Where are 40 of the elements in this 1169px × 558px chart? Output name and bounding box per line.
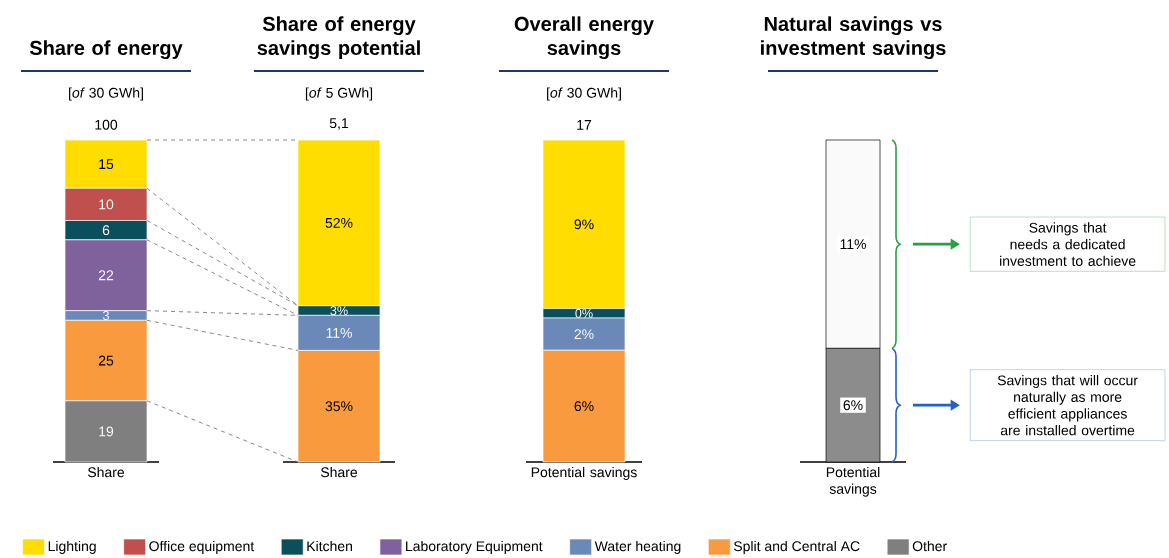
chart-title: Share of energy savings potential xyxy=(257,16,420,60)
data-label: 11% xyxy=(840,239,866,250)
total-label: 100 xyxy=(95,119,118,130)
text: Savings that will occur naturally as more efficient appliances are installed overtime xyxy=(997,375,1138,436)
data-label: 6% xyxy=(843,400,863,411)
legend-label: Split and Central AC xyxy=(733,540,860,554)
data-label: 35% xyxy=(325,401,353,412)
data-label: 22 xyxy=(98,270,114,281)
legend-label: Kitchen xyxy=(307,540,353,552)
legend-label: Lighting xyxy=(48,540,96,554)
annotation: 5,1 xyxy=(329,118,349,130)
chart-title: Share of energy xyxy=(29,40,183,60)
total-label: 17 xyxy=(577,120,592,130)
x-tick-label: Share xyxy=(87,466,125,478)
data-label: 19 xyxy=(99,426,114,437)
x-tick-label: Potential savings xyxy=(826,466,880,497)
x-tick-label: Share xyxy=(320,466,358,478)
data-label: 25 xyxy=(98,355,114,366)
data-label: 9% xyxy=(574,219,594,230)
data-label: 6% xyxy=(574,401,594,412)
data-label: 2% xyxy=(574,329,594,340)
data-label: 10 xyxy=(99,199,114,210)
chart-subtitle: [of 30 GWh] xyxy=(547,87,621,101)
x-tick-label: Potential savings xyxy=(531,466,637,480)
chart-subtitle: [of 5 GWh] xyxy=(305,87,373,101)
text: Savings that needs a dedicated investment to achieve xyxy=(1000,222,1136,266)
data-label: 0% xyxy=(575,308,593,318)
legend-label: Water heating xyxy=(594,540,681,554)
data-label: 11% xyxy=(326,327,352,338)
chart-title: Overall energy savings xyxy=(514,16,654,60)
chart-subtitle: [of 30 GWh] xyxy=(69,87,143,101)
data-label: 3 xyxy=(102,311,109,320)
legend-label: Other xyxy=(912,540,947,552)
chart-title: Natural savings vs investment savings xyxy=(761,16,946,60)
data-label: 52% xyxy=(325,217,353,228)
data-label: 3% xyxy=(330,306,348,316)
data-label: 6 xyxy=(102,225,110,236)
legend-label: Office equipment xyxy=(149,540,255,554)
legend-label: Laboratory Equipment xyxy=(406,540,543,554)
data-label: 15 xyxy=(99,159,114,170)
